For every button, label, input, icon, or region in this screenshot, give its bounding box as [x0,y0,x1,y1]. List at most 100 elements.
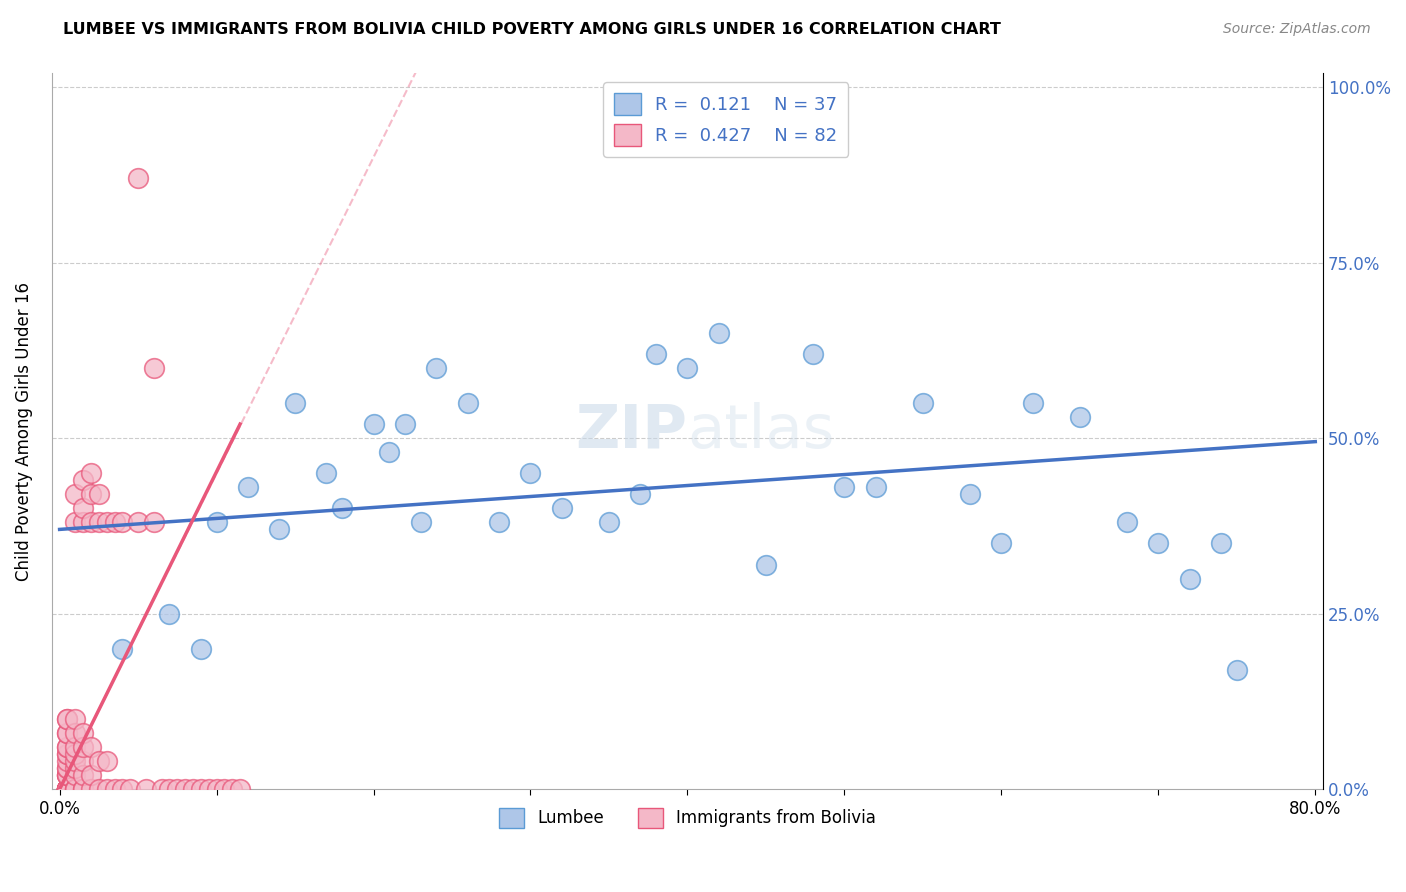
Point [56,782,79,797]
Point [551,501,574,516]
Point [56,782,79,797]
Point [56,782,79,797]
Point [56,782,79,797]
Point [96,782,118,797]
Point [56,782,79,797]
Point [205,782,228,797]
Point [87,782,110,797]
Point [65,782,87,797]
Point [111,782,134,797]
Point [315,467,337,481]
Point [159,607,181,621]
Point [221,782,243,797]
Point [65,726,87,740]
Point [72,740,94,755]
Point [394,417,416,431]
Text: atlas: atlas [688,401,835,460]
Point [519,467,541,481]
Point [457,396,479,410]
Point [56,768,79,782]
Point [87,487,110,501]
Point [111,641,134,656]
Point [425,360,447,375]
Point [72,501,94,516]
Point [409,516,432,530]
Point [330,501,353,516]
Point [56,782,79,797]
Text: ZIP: ZIP [575,401,688,460]
Point [103,782,125,797]
Point [628,487,651,501]
Point [174,782,197,797]
Point [135,782,157,797]
Point [190,641,212,656]
Point [96,516,118,530]
Point [990,536,1012,550]
Point [65,747,87,761]
Point [159,782,181,797]
Point [80,467,103,481]
Text: LUMBEE VS IMMIGRANTS FROM BOLIVIA CHILD POVERTY AMONG GIRLS UNDER 16 CORRELATION: LUMBEE VS IMMIGRANTS FROM BOLIVIA CHILD … [63,22,1001,37]
Point [142,516,165,530]
Point [80,487,103,501]
Point [707,326,730,340]
Point [111,516,134,530]
Point [801,347,824,361]
Point [56,712,79,726]
Point [166,782,188,797]
Point [65,712,87,726]
Point [56,726,79,740]
Point [96,754,118,768]
Point [65,740,87,755]
Y-axis label: Child Poverty Among Girls Under 16: Child Poverty Among Girls Under 16 [15,282,32,581]
Point [65,754,87,768]
Point [56,782,79,797]
Point [80,516,103,530]
Point [236,480,259,494]
Point [56,747,79,761]
Point [197,782,219,797]
Point [1147,536,1170,550]
Point [56,768,79,782]
Point [56,754,79,768]
Point [56,747,79,761]
Point [1226,663,1249,677]
Text: Source: ZipAtlas.com: Source: ZipAtlas.com [1223,22,1371,37]
Point [284,396,307,410]
Point [645,347,668,361]
Point [80,768,103,782]
Point [65,782,87,797]
Point [205,516,228,530]
Legend: Lumbee, Immigrants from Bolivia: Lumbee, Immigrants from Bolivia [492,801,883,835]
Point [1178,572,1201,586]
Point [56,782,79,797]
Point [87,754,110,768]
Point [56,768,79,782]
Point [56,726,79,740]
Point [72,726,94,740]
Point [65,516,87,530]
Point [87,516,110,530]
Point [65,782,87,797]
Point [229,782,252,797]
Point [72,754,94,768]
Point [56,740,79,755]
Point [72,516,94,530]
Point [190,782,212,797]
Point [56,712,79,726]
Point [755,558,778,572]
Point [598,516,620,530]
Point [72,782,94,797]
Point [65,768,87,782]
Point [834,480,856,494]
Point [56,782,79,797]
Point [65,487,87,501]
Point [181,782,204,797]
Point [959,487,981,501]
Point [150,782,173,797]
Point [1022,396,1045,410]
Point [56,782,79,797]
Point [56,740,79,755]
Point [80,782,103,797]
Point [1069,410,1091,425]
